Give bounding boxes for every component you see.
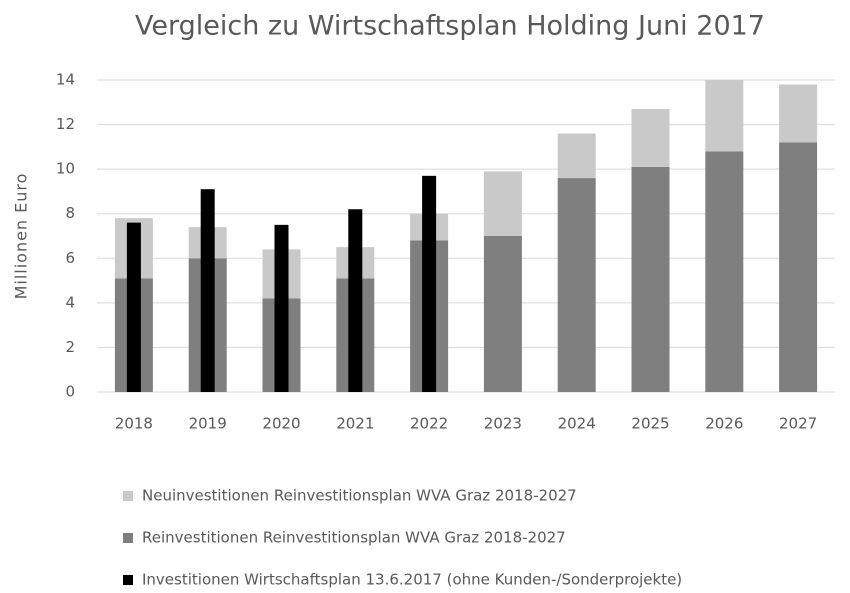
y-tick-label: 4 bbox=[65, 293, 75, 311]
x-tick-label: 2018 bbox=[115, 415, 153, 433]
bar bbox=[422, 175, 437, 392]
x-tick-label: 2024 bbox=[558, 415, 596, 433]
legend-swatch bbox=[123, 491, 133, 501]
bar-segment bbox=[557, 133, 596, 179]
x-tick-label: 2019 bbox=[189, 415, 227, 433]
y-tick-label: 6 bbox=[65, 249, 75, 267]
legend-label: Investitionen Wirtschaftsplan 13.6.2017 … bbox=[142, 571, 682, 589]
bar bbox=[348, 209, 363, 392]
legend-label: Reinvestitionen Reinvestitionsplan WVA G… bbox=[142, 529, 566, 547]
bar-segment bbox=[631, 108, 670, 167]
bar-segment bbox=[705, 151, 744, 392]
x-tick-label: 2026 bbox=[705, 415, 743, 433]
y-axis-label: Millionen Euro bbox=[12, 173, 31, 300]
bar-segment bbox=[483, 236, 522, 392]
y-tick-label: 8 bbox=[65, 204, 75, 222]
x-tick-label: 2021 bbox=[336, 415, 374, 433]
y-tick-label: 2 bbox=[65, 338, 75, 356]
legend-swatch bbox=[123, 533, 133, 543]
y-tick-label: 10 bbox=[56, 160, 75, 178]
x-tick-label: 2025 bbox=[631, 415, 669, 433]
bar-segment bbox=[631, 166, 670, 392]
y-tick-label: 0 bbox=[65, 383, 75, 401]
x-tick-label: 2022 bbox=[410, 415, 448, 433]
bar bbox=[126, 222, 141, 392]
y-tick-label: 14 bbox=[56, 71, 75, 89]
bar bbox=[200, 189, 215, 392]
y-tick-label: 12 bbox=[56, 115, 75, 133]
bar-segment bbox=[779, 142, 818, 392]
legend-swatch bbox=[123, 575, 133, 585]
x-tick-label: 2027 bbox=[779, 415, 817, 433]
legend-label: Neuinvestitionen Reinvestitionsplan WVA … bbox=[142, 487, 577, 505]
bar-segment bbox=[557, 178, 596, 392]
x-tick-label: 2023 bbox=[484, 415, 522, 433]
bar-segment bbox=[705, 80, 744, 152]
bar-segment bbox=[483, 171, 522, 236]
x-tick-label: 2020 bbox=[262, 415, 300, 433]
bar bbox=[274, 224, 289, 392]
chart-title: Vergleich zu Wirtschaftsplan Holding Jun… bbox=[135, 11, 765, 42]
bar-segment bbox=[779, 84, 818, 143]
